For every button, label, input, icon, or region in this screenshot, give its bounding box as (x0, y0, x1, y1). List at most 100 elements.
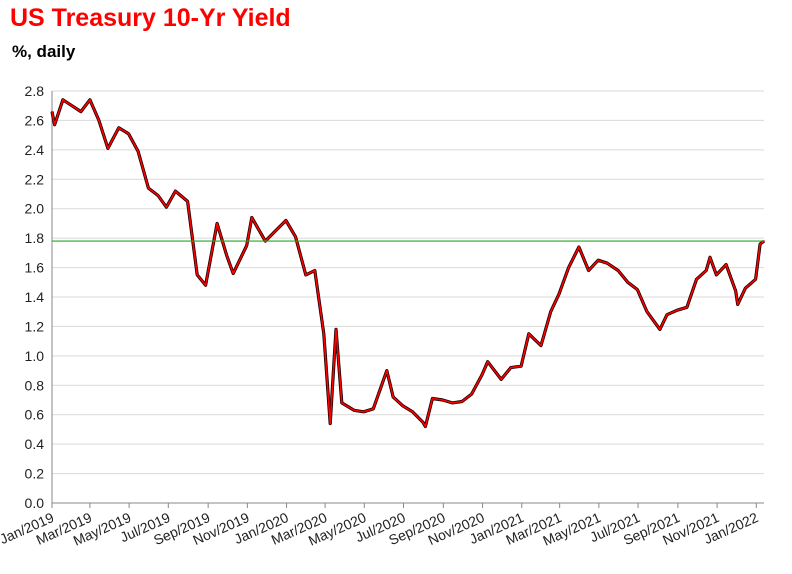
data-point (587, 269, 590, 272)
data-point (186, 200, 189, 203)
y-tick-label: 2.4 (25, 142, 45, 158)
data-point (606, 262, 609, 265)
data-point (558, 293, 560, 295)
y-tick-label: 1.4 (25, 289, 45, 305)
data-point (62, 98, 64, 101)
data-point (294, 235, 297, 238)
data-point (500, 378, 503, 381)
data-point (250, 216, 253, 219)
y-tick-label: 1.2 (25, 318, 45, 334)
data-point (470, 393, 473, 395)
data-point (709, 256, 711, 259)
data-point (165, 206, 168, 209)
chart-subtitle: %, daily (12, 42, 76, 61)
data-point (431, 397, 434, 400)
data-point (385, 369, 388, 372)
data-point (754, 278, 757, 281)
data-point (51, 110, 53, 113)
data-point (597, 259, 600, 262)
y-tick-label: 2.6 (25, 112, 45, 128)
data-point (734, 290, 737, 292)
data-point (117, 126, 120, 129)
data-point (340, 402, 343, 404)
data-point (578, 246, 580, 248)
y-tick-label: 2.8 (25, 83, 45, 99)
y-tick-label: 1.8 (25, 230, 45, 246)
data-point (196, 274, 199, 276)
y-tick-label: 1.6 (25, 260, 45, 276)
data-point (540, 344, 542, 347)
data-point (89, 98, 91, 101)
data-point (646, 310, 648, 313)
series-line-shadow (50, 98, 765, 429)
series-group (50, 98, 765, 429)
data-point (285, 219, 287, 222)
data-point (392, 396, 395, 398)
data-point (335, 328, 337, 331)
data-point (725, 263, 727, 266)
chart-title: US Treasury 10-Yr Yield (10, 4, 291, 32)
data-point (137, 150, 140, 153)
y-axis-ticks: 0.0 0.2 0.4 0.6 0.8 1.0 1.2 1.4 1.6 1.8 2.0 2.2 2.4 2… (25, 83, 45, 511)
data-point (232, 272, 235, 275)
data-point (107, 147, 109, 150)
data-point (520, 365, 522, 368)
data-point (402, 405, 404, 407)
data-point (372, 407, 375, 410)
data-point (353, 409, 355, 412)
data-point (695, 278, 698, 281)
data-point (481, 374, 483, 376)
y-tick-label: 0.0 (25, 495, 45, 511)
data-point (451, 402, 454, 404)
data-point (322, 332, 325, 335)
x-axis-ticks: Jan/2019Mar/2019May/2019Jul/2019Sep/2019… (0, 509, 761, 549)
data-point (71, 104, 73, 107)
data-point (441, 399, 444, 401)
data-point (274, 229, 277, 232)
data-point (705, 269, 708, 272)
data-point (736, 303, 739, 306)
data-point (80, 110, 82, 113)
data-point (759, 243, 761, 245)
y-tick-label: 2.2 (25, 171, 45, 187)
data-point (313, 269, 316, 272)
data-point (174, 190, 177, 193)
data-point (461, 400, 463, 403)
data-point (486, 360, 489, 363)
data-point (659, 328, 661, 331)
data-point (567, 266, 570, 269)
data-point (715, 274, 718, 276)
y-tick-label: 0.8 (25, 377, 45, 393)
data-point (549, 310, 552, 313)
series-line (51, 99, 765, 428)
y-tick-label: 0.2 (25, 466, 45, 482)
data-point (411, 410, 414, 413)
data-point (204, 284, 207, 287)
gridlines (51, 90, 764, 508)
data-point (527, 332, 530, 335)
y-tick-label: 0.4 (25, 436, 45, 452)
data-point (147, 187, 150, 190)
y-tick-label: 0.6 (25, 407, 45, 423)
data-point (686, 306, 688, 309)
data-point (329, 422, 332, 425)
data-point (666, 313, 668, 316)
y-tick-label: 2.0 (25, 201, 45, 217)
data-point (421, 421, 424, 423)
data-point (245, 244, 248, 247)
data-point (626, 281, 629, 284)
y-tick-label: 1.0 (25, 348, 45, 364)
data-point (225, 254, 228, 257)
data-point (304, 274, 307, 276)
data-point (617, 269, 619, 272)
data-point (676, 309, 679, 312)
data-point (636, 288, 639, 291)
data-point (362, 410, 365, 413)
data-point (98, 119, 100, 122)
data-point (744, 287, 747, 290)
data-point (157, 194, 159, 197)
data-point (216, 222, 219, 225)
data-point (509, 366, 512, 369)
data-point (127, 132, 130, 135)
